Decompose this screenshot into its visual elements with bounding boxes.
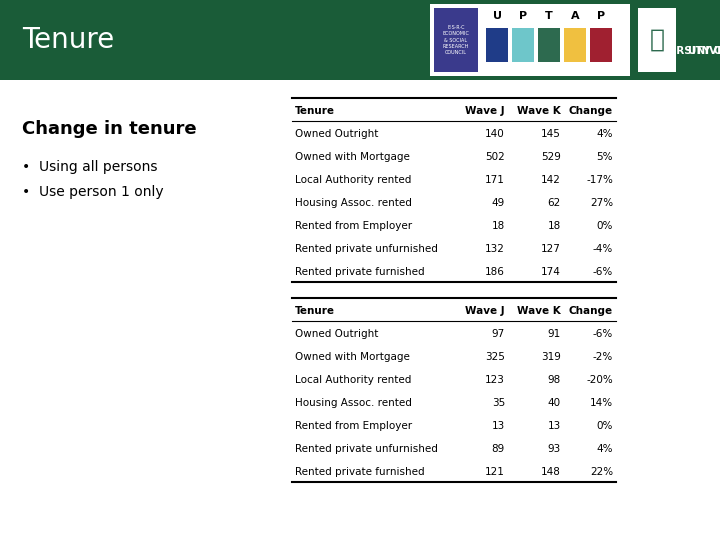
Bar <box>0 80 720 540</box>
Text: Wave J: Wave J <box>465 106 505 116</box>
Text: 13: 13 <box>492 421 505 431</box>
Text: -2%: -2% <box>593 352 613 362</box>
Text: 140: 140 <box>485 129 505 139</box>
Text: 121: 121 <box>485 467 505 477</box>
Text: 142: 142 <box>541 174 561 185</box>
Text: Rented private furnished: Rented private furnished <box>295 267 425 276</box>
Text: 4%: 4% <box>596 129 613 139</box>
Text: 123: 123 <box>485 375 505 384</box>
Text: 89: 89 <box>492 444 505 454</box>
Text: -6%: -6% <box>593 267 613 276</box>
Text: Owned Outright: Owned Outright <box>295 129 379 139</box>
Bar <box>512 28 534 62</box>
Text: UNIVERSITY OF LEEDS: UNIVERSITY OF LEEDS <box>688 46 720 56</box>
Text: Change: Change <box>569 306 613 316</box>
Text: Local Authority rented: Local Authority rented <box>295 375 411 384</box>
Text: 98: 98 <box>548 375 561 384</box>
Text: 0%: 0% <box>597 221 613 231</box>
Text: Owned with Mortgage: Owned with Mortgage <box>295 152 410 161</box>
Text: 132: 132 <box>485 244 505 254</box>
Text: Housing Assoc. rented: Housing Assoc. rented <box>295 397 412 408</box>
Text: Tenure: Tenure <box>295 306 335 316</box>
Text: -4%: -4% <box>593 244 613 254</box>
Text: 186: 186 <box>485 267 505 276</box>
Text: 502: 502 <box>485 152 505 161</box>
Text: ⛪: ⛪ <box>649 28 665 52</box>
Text: Local Authority rented: Local Authority rented <box>295 174 411 185</box>
Text: Change in tenure: Change in tenure <box>22 120 197 138</box>
Bar <box>564 28 586 62</box>
Text: •  Use person 1 only: • Use person 1 only <box>22 185 163 199</box>
Text: Rented private unfurnished: Rented private unfurnished <box>295 244 438 254</box>
Text: 91: 91 <box>548 329 561 339</box>
Text: Change: Change <box>569 106 613 116</box>
Text: 319: 319 <box>541 352 561 362</box>
Text: -20%: -20% <box>586 375 613 384</box>
Text: Owned with Mortgage: Owned with Mortgage <box>295 352 410 362</box>
Text: Wave K: Wave K <box>517 106 561 116</box>
Text: 97: 97 <box>492 329 505 339</box>
Text: 148: 148 <box>541 467 561 477</box>
Text: 35: 35 <box>492 397 505 408</box>
Text: 127: 127 <box>541 244 561 254</box>
Text: Wave K: Wave K <box>517 306 561 316</box>
Bar <box>538 28 560 62</box>
Text: 22%: 22% <box>590 467 613 477</box>
Text: Rented private furnished: Rented private furnished <box>295 467 425 477</box>
Bar <box>430 4 630 76</box>
Text: 62: 62 <box>548 198 561 208</box>
Text: 174: 174 <box>541 267 561 276</box>
Text: 14%: 14% <box>590 397 613 408</box>
Text: T: T <box>545 11 553 21</box>
Text: Rented from Employer: Rented from Employer <box>295 221 412 231</box>
Text: -6%: -6% <box>593 329 613 339</box>
Text: •  Using all persons: • Using all persons <box>22 160 158 174</box>
Text: 49: 49 <box>492 198 505 208</box>
Bar <box>590 28 612 62</box>
Bar <box>638 8 676 72</box>
Text: U: U <box>492 11 502 21</box>
Text: Tenure: Tenure <box>295 106 335 116</box>
Bar <box>0 0 720 80</box>
Text: Rented from Employer: Rented from Employer <box>295 421 412 431</box>
Text: 18: 18 <box>548 221 561 231</box>
Text: UNIVERSITY OF LEEDS: UNIVERSITY OF LEEDS <box>640 46 720 56</box>
Text: 5%: 5% <box>596 152 613 161</box>
Text: 27%: 27% <box>590 198 613 208</box>
Text: 93: 93 <box>548 444 561 454</box>
Text: 0%: 0% <box>597 421 613 431</box>
Text: Housing Assoc. rented: Housing Assoc. rented <box>295 198 412 208</box>
Text: 18: 18 <box>492 221 505 231</box>
Text: A: A <box>571 11 580 21</box>
Text: P: P <box>597 11 605 21</box>
Text: P: P <box>519 11 527 21</box>
Text: Owned Outright: Owned Outright <box>295 329 379 339</box>
Text: E·S·R·C
ECONOMIC
& SOCIAL
RESEARCH
COUNCIL: E·S·R·C ECONOMIC & SOCIAL RESEARCH COUNC… <box>443 25 469 55</box>
Text: 13: 13 <box>548 421 561 431</box>
Text: 145: 145 <box>541 129 561 139</box>
Bar <box>434 8 478 72</box>
Text: -17%: -17% <box>586 174 613 185</box>
Text: Tenure: Tenure <box>22 26 114 54</box>
Text: 325: 325 <box>485 352 505 362</box>
Text: 529: 529 <box>541 152 561 161</box>
Text: 171: 171 <box>485 174 505 185</box>
Text: Rented private unfurnished: Rented private unfurnished <box>295 444 438 454</box>
Text: 40: 40 <box>548 397 561 408</box>
Text: 4%: 4% <box>596 444 613 454</box>
Bar <box>486 28 508 62</box>
Text: Wave J: Wave J <box>465 306 505 316</box>
